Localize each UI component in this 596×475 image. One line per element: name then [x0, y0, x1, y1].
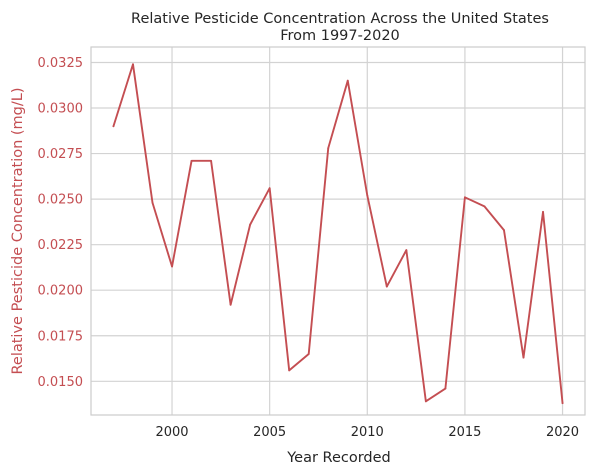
plot-frame	[90, 46, 586, 416]
y-tick-labels: 0.0150 0.0175 0.0200 0.0225 0.0250 0.0275 0.03…	[38, 56, 84, 390]
data-point	[346, 79, 349, 82]
data-point	[385, 285, 388, 288]
y-tick-label: 0.0175	[38, 329, 84, 344]
x-tick-label: 2015	[448, 425, 481, 440]
x-tick-label: 2020	[546, 425, 579, 440]
data-point	[327, 147, 330, 150]
data-point	[444, 387, 447, 390]
y-tick-label: 0.0225	[38, 238, 84, 253]
data-point	[112, 125, 115, 128]
series-line	[112, 63, 564, 405]
data-point	[307, 353, 310, 355]
data-point	[561, 402, 564, 405]
data-point	[424, 400, 427, 403]
data-point	[405, 249, 408, 252]
y-tick-label: 0.0250	[38, 193, 84, 208]
y-tick-label: 0.0325	[38, 56, 84, 71]
data-point	[522, 356, 525, 359]
y-axis-label: Relative Pesticide Concentration (mg/L)	[10, 87, 26, 374]
grid-lines	[91, 47, 585, 415]
y-tick-label: 0.0300	[38, 102, 84, 117]
data-point	[366, 194, 369, 197]
data-point	[190, 159, 193, 162]
y-tick-label: 0.0150	[38, 375, 84, 390]
data-point	[288, 369, 291, 372]
data-point	[249, 223, 252, 226]
x-tick-label: 2005	[253, 425, 286, 440]
data-point	[503, 229, 505, 231]
x-axis-label: Year Recorded	[286, 450, 391, 466]
chart-title-line-2: From 1997-2020	[280, 28, 400, 44]
x-tick-label: 2010	[351, 425, 384, 440]
x-tick-label: 2000	[155, 425, 188, 440]
x-tick-labels: 2000 2005 2010 2015 2020	[155, 425, 579, 440]
data-point	[229, 303, 232, 306]
data-point	[483, 205, 486, 208]
data-point	[464, 196, 466, 199]
data-point	[151, 201, 154, 204]
chart-title-line-1: Relative Pesticide Concentration Across …	[131, 11, 549, 27]
data-point	[132, 63, 134, 66]
y-tick-label: 0.0275	[38, 147, 84, 162]
data-point	[268, 187, 271, 190]
y-tick-label: 0.0200	[38, 284, 84, 299]
data-point	[171, 265, 173, 268]
data-point	[210, 159, 212, 162]
data-point	[542, 210, 544, 213]
plot-series	[112, 63, 564, 405]
